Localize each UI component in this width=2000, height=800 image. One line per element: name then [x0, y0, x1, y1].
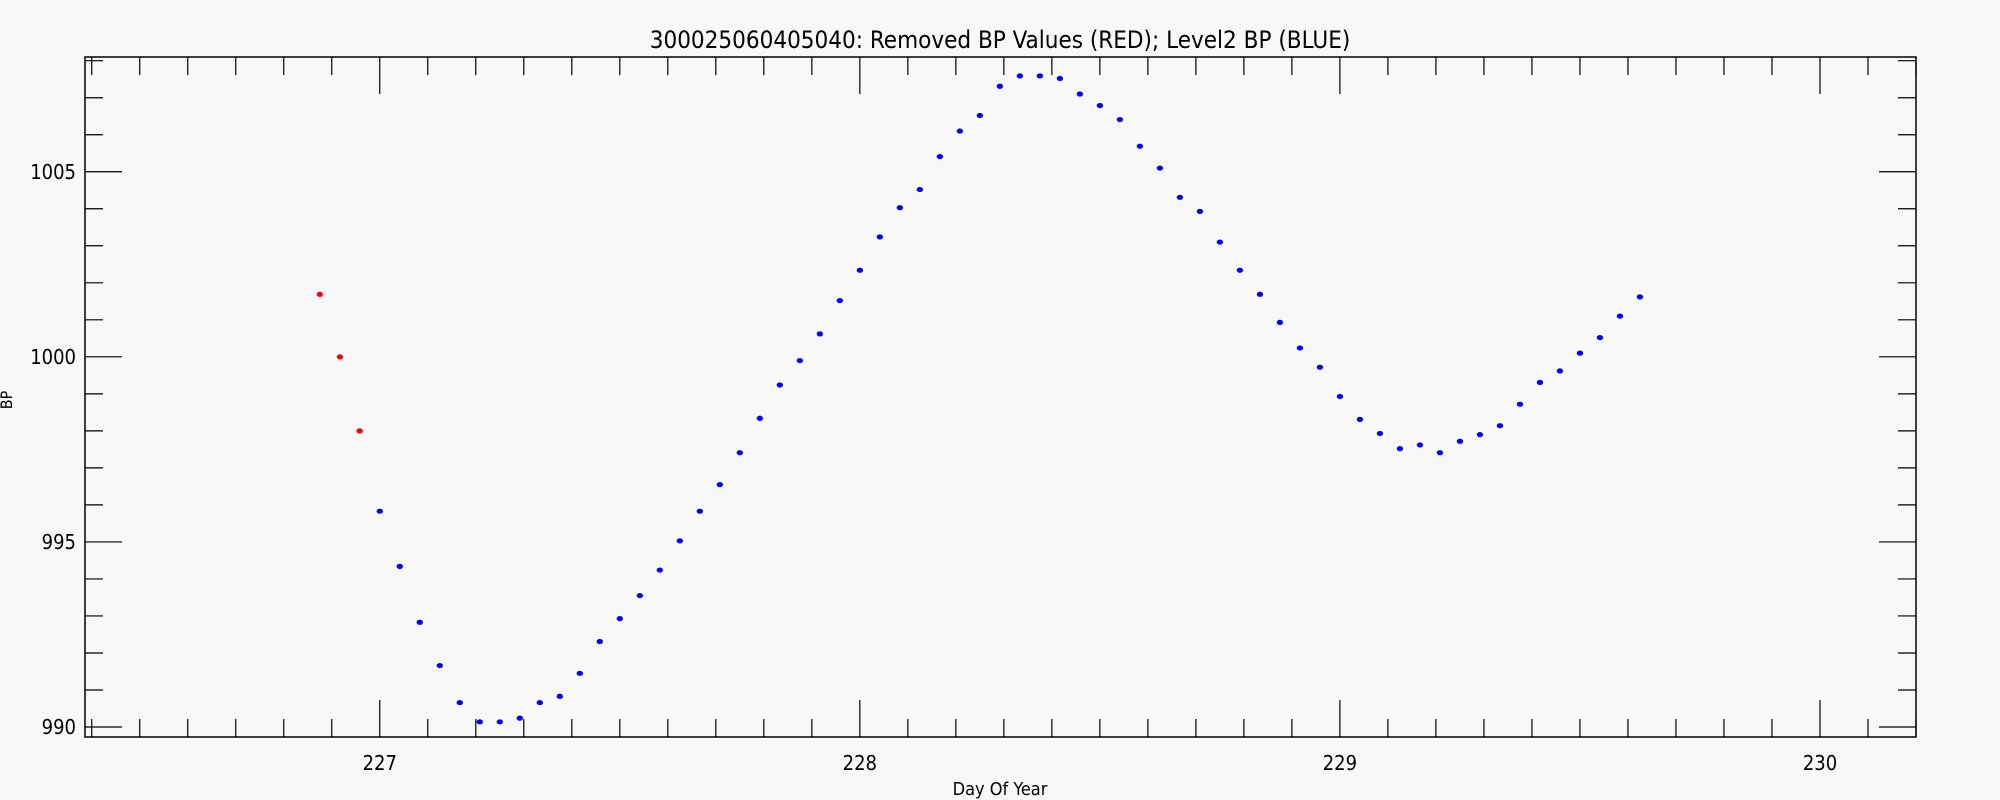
level2-bp-point: [556, 693, 563, 699]
level2-bp-point: [1276, 319, 1284, 326]
level2-bp-point: [1396, 446, 1404, 452]
level2-bp-point: [1516, 401, 1524, 407]
removed-bp-point: [316, 291, 323, 297]
x-tick-label: 227: [363, 751, 397, 775]
level2-bp-point: [996, 83, 1004, 89]
data-points: [316, 73, 1644, 725]
y-tick-label: 1000: [30, 345, 76, 369]
tick-labels: 227 228 229 230 990 995 1000 1005: [30, 160, 1837, 775]
level2-bp-point: [816, 331, 824, 337]
level2-bp-point: [516, 715, 523, 721]
level2-bp-point: [1416, 442, 1424, 448]
level2-bp-point: [916, 186, 924, 193]
level2-bp-point: [616, 615, 624, 622]
level2-bp-point: [756, 415, 764, 421]
level2-bp-point: [1296, 345, 1304, 351]
level2-bp-point: [1496, 423, 1504, 429]
x-tick-label: 228: [843, 751, 877, 775]
level2-bp-point: [676, 538, 684, 544]
level2-bp-point: [1076, 91, 1084, 97]
level2-bp-point: [936, 153, 944, 160]
level2-bp-point: [1176, 194, 1184, 200]
level2-bp-point: [716, 481, 724, 488]
removed-bp-point: [356, 428, 363, 434]
level2-bp-point: [576, 670, 583, 676]
level2-bp-point: [1636, 294, 1644, 300]
level2-bp-point: [1216, 239, 1224, 245]
level2-bp-point: [636, 592, 644, 599]
level2-bp-point: [1236, 267, 1244, 273]
level2-bp-point: [696, 508, 704, 514]
level2-bp-point: [736, 450, 744, 456]
level2-bp-point: [1576, 350, 1584, 356]
level2-bp-point: [536, 699, 543, 706]
x-axis-label: Day Of Year: [953, 779, 1048, 800]
level2-bp-point: [1056, 75, 1064, 82]
level2-bp-point: [496, 719, 503, 725]
level2-bp-point: [416, 619, 423, 625]
level2-bp-point: [1036, 73, 1044, 79]
level2-bp-point: [1196, 208, 1204, 214]
y-tick-label: 995: [42, 530, 76, 554]
level2-bp-point: [1156, 165, 1164, 171]
level2-bp-point: [1256, 291, 1264, 297]
removed-bp-point: [336, 354, 344, 360]
level2-bp-point: [436, 662, 443, 669]
level2-bp-point: [1356, 416, 1364, 422]
level2-bp-point: [456, 699, 463, 706]
level2-bp-point: [1456, 438, 1464, 444]
level2-bp-point: [1376, 430, 1384, 437]
level2-bp-point: [1336, 393, 1344, 400]
level2-bp-point: [796, 357, 804, 364]
level2-bp-point: [1316, 364, 1324, 370]
level2-bp-point: [656, 567, 664, 573]
level2-bp-point: [876, 234, 884, 240]
y-tick-label: 1005: [30, 160, 76, 184]
level2-bp-point: [1016, 73, 1024, 79]
level2-bp-point: [1616, 313, 1624, 319]
level2-bp-point: [1536, 379, 1544, 385]
level2-bp-point: [1556, 368, 1564, 374]
level2-bp-point: [976, 112, 984, 119]
level2-bp-point: [596, 638, 603, 645]
level2-bp-point: [1436, 450, 1444, 456]
level2-bp-point: [1476, 431, 1484, 438]
level2-bp-point: [776, 382, 784, 388]
y-tick-label: 990: [42, 715, 76, 739]
level2-bp-point: [1596, 334, 1604, 341]
level2-bp-point: [836, 297, 844, 304]
plot-frame: [84, 56, 1917, 738]
level2-bp-point: [856, 267, 864, 273]
level2-bp-point: [376, 508, 383, 514]
y-axis-label: BP: [0, 390, 16, 409]
level2-bp-point: [476, 719, 483, 725]
level2-bp-point: [396, 563, 403, 569]
x-tick-label: 229: [1323, 751, 1357, 775]
level2-bp-point: [1116, 116, 1124, 123]
chart-title: 300025060405040: Removed BP Values (RED)…: [650, 26, 1351, 54]
level2-bp-point: [956, 128, 964, 134]
level2-bp-point: [1096, 102, 1104, 109]
axis-ticks: [85, 57, 1917, 737]
level2-bp-point: [1136, 143, 1144, 149]
x-tick-label: 230: [1803, 751, 1837, 775]
level2-bp-point: [896, 205, 904, 211]
